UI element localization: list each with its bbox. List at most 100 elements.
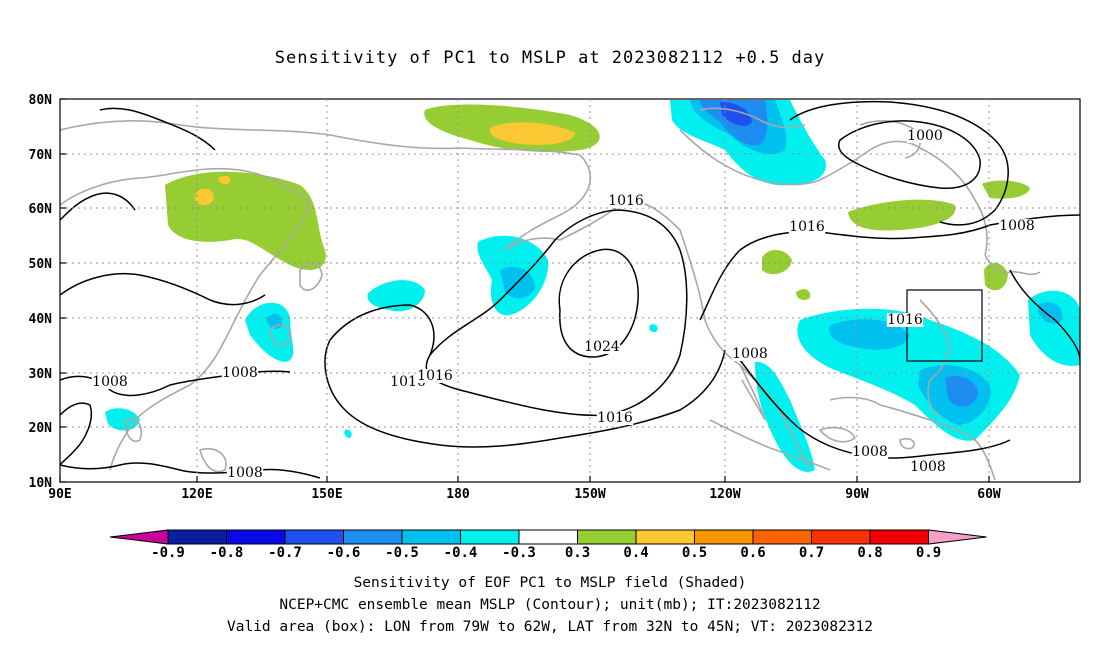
colorbar-right-triangle [928,529,987,545]
positive-area [489,122,575,145]
colorbar-label: -0.5 [385,545,419,561]
colorbar-label: -0.4 [444,545,478,561]
colorbar-segment [167,529,227,545]
lon-label: 60W [977,487,1001,502]
coastline [60,120,581,156]
colorbar-label: 0.5 [682,545,707,561]
contour-label: 1016 [789,219,825,235]
colorbar-label: -0.7 [268,545,302,561]
negative-area [720,102,752,126]
lon-label: 120W [709,487,740,502]
contour-line [558,248,639,358]
contour-label-bg [851,445,889,459]
colorbar-segment [401,529,461,545]
coastline [829,396,996,481]
colorbar-label: -0.3 [502,545,536,561]
contour-line [1009,269,1080,361]
positive-area [195,188,214,206]
negative-area [1028,290,1080,366]
contour-label: 1008 [222,365,258,381]
lat-label: 60N [29,202,53,217]
colorbar-segment [869,529,929,545]
colorbar-segment [284,529,344,545]
colorbar-segment [460,529,520,545]
lat-label: 70N [29,148,53,163]
contour-label-bg [909,460,947,474]
contour-label-bg [998,219,1036,233]
colorbar-label: 0.7 [799,545,824,561]
negative-area [649,324,658,332]
lat-label: 80N [29,93,53,108]
colorbar-segment [226,529,286,545]
contour-line [789,100,1009,226]
contour-line [329,304,435,356]
colorbar-label: 0.6 [740,545,765,561]
contour-line [60,462,321,479]
coastline [199,448,227,473]
coastline [699,107,806,129]
colorbar-segment [752,529,812,545]
coastline [919,299,951,419]
contour-line [425,209,688,417]
negative-area [945,375,978,407]
positive-area [796,289,811,300]
negative-area [367,280,425,312]
contour-label: 1008 [92,374,128,390]
colorbar-label: -0.9 [151,545,185,561]
contour-label-bg [91,375,129,389]
lon-label: 90W [845,487,869,502]
positive-area [984,262,1008,291]
positive-area [218,175,231,185]
contour-line [99,107,216,151]
colorbar-label: 0.4 [623,545,648,561]
colorbar-segment [343,529,403,545]
coastlines [60,107,1041,481]
colorbar: -0.9 -0.8 -0.7 -0.6 -0.5 -0.4 -0.3 0.3 0.4 0.5 0.6… [109,529,987,561]
lon-label: 150E [311,487,342,502]
colorbar-segment [811,529,871,545]
colorbar-label: 0.3 [565,545,590,561]
contour-label: 1016 [608,193,644,209]
contour-label: 1016 [597,410,633,426]
contour-label-bg [906,129,944,143]
negative-area [755,361,815,472]
caption-valid-area: Valid area (box): LON from 79W to 62W, L… [226,619,873,635]
contour-label: 1008 [910,459,946,475]
caption-contour: NCEP+CMC ensemble mean MSLP (Contour); u… [279,597,821,613]
contour-label: 1008 [227,465,263,481]
colorbar-label: -0.8 [210,545,244,561]
sensitivity-shading [105,100,1080,472]
contour-label: 1000 [907,128,943,144]
contour-label-bg [416,369,454,383]
lat-label: 50N [29,257,53,272]
contour-label-bg [788,220,826,234]
coastline [60,167,311,331]
coastline [679,129,988,256]
colorbar-segment [577,529,637,545]
coastline [109,329,231,471]
lat-label: 10N [29,476,53,491]
coastline [899,437,915,450]
contour-label-bg [221,366,259,380]
contour-line [838,120,981,189]
contour-line [60,272,266,306]
contour-label: 1008 [732,346,768,362]
lat-label: 20N [29,421,53,436]
colorbar-label: 0.8 [857,545,882,561]
lon-label: 150W [574,487,605,502]
lat-label: 40N [29,312,53,327]
negative-area [344,429,352,438]
contour-label: 1024 [584,339,620,355]
negative-area [245,302,294,362]
coastline [739,364,766,421]
coastline [299,262,323,291]
colorbar-left-triangle [109,529,169,545]
coastline [709,419,831,471]
contour-line [60,192,136,221]
colorbar-label: -0.6 [327,545,361,561]
colorbar-label: 0.9 [916,545,941,561]
contour-label-bg [886,313,924,327]
colorbar-segment [694,529,754,545]
